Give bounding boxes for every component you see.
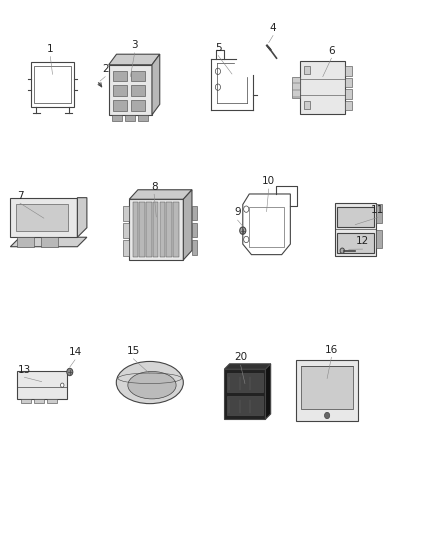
Bar xyxy=(17,237,34,247)
Bar xyxy=(153,202,159,257)
Text: 5: 5 xyxy=(215,43,222,53)
Text: 14: 14 xyxy=(68,347,81,357)
Text: 12: 12 xyxy=(356,237,369,246)
Bar xyxy=(11,198,78,237)
Bar xyxy=(31,62,74,107)
Bar xyxy=(376,204,382,223)
Bar xyxy=(129,199,184,260)
Ellipse shape xyxy=(117,361,184,403)
Bar xyxy=(47,399,57,403)
Bar xyxy=(113,70,127,81)
Polygon shape xyxy=(109,54,160,64)
Bar xyxy=(113,100,127,111)
Circle shape xyxy=(244,236,249,243)
Bar xyxy=(123,240,129,256)
Polygon shape xyxy=(265,364,271,419)
Text: 16: 16 xyxy=(325,344,338,354)
Bar xyxy=(376,230,382,248)
Ellipse shape xyxy=(128,372,176,399)
Text: 7: 7 xyxy=(17,191,23,200)
Bar xyxy=(41,237,58,247)
Bar xyxy=(300,61,346,114)
Bar xyxy=(131,85,145,96)
Text: 3: 3 xyxy=(131,41,138,50)
Text: 4: 4 xyxy=(270,23,276,33)
Polygon shape xyxy=(11,237,87,247)
Bar xyxy=(131,100,145,111)
Bar xyxy=(173,202,179,257)
Bar xyxy=(249,207,284,247)
Circle shape xyxy=(60,383,64,387)
Polygon shape xyxy=(129,190,192,199)
Text: 15: 15 xyxy=(127,346,140,356)
Bar xyxy=(17,372,67,399)
Bar xyxy=(34,399,44,403)
Polygon shape xyxy=(152,54,160,115)
Circle shape xyxy=(67,368,73,376)
Polygon shape xyxy=(78,198,87,237)
Bar xyxy=(133,202,138,257)
Text: 13: 13 xyxy=(18,365,31,375)
Bar xyxy=(109,64,152,115)
Text: 2: 2 xyxy=(102,64,109,74)
Bar xyxy=(292,77,300,98)
Bar xyxy=(226,373,263,392)
Circle shape xyxy=(244,206,249,212)
Text: 9: 9 xyxy=(234,207,241,217)
Bar xyxy=(192,240,197,255)
Bar xyxy=(15,204,68,231)
Bar xyxy=(112,115,122,121)
Bar xyxy=(346,78,353,87)
Bar xyxy=(138,115,148,121)
Bar xyxy=(337,207,374,227)
Bar xyxy=(224,369,265,419)
Bar xyxy=(192,206,197,220)
Bar xyxy=(146,202,152,257)
Bar xyxy=(192,223,197,237)
Bar xyxy=(34,66,71,103)
Text: 20: 20 xyxy=(234,352,247,362)
Bar xyxy=(125,115,134,121)
Bar xyxy=(301,366,353,409)
Polygon shape xyxy=(184,190,192,260)
Bar xyxy=(123,206,129,221)
Bar xyxy=(296,360,358,421)
Bar xyxy=(337,233,374,253)
Circle shape xyxy=(325,413,330,418)
Bar xyxy=(304,66,310,74)
Bar xyxy=(346,90,353,99)
Bar xyxy=(21,399,31,403)
Bar xyxy=(123,223,129,238)
Circle shape xyxy=(340,248,344,253)
Bar xyxy=(113,85,127,96)
Bar xyxy=(304,101,310,109)
Bar xyxy=(160,202,165,257)
Text: 1: 1 xyxy=(47,44,54,54)
Bar xyxy=(335,203,376,256)
Bar xyxy=(166,202,172,257)
Text: 11: 11 xyxy=(371,205,384,215)
Bar xyxy=(346,101,353,110)
Text: 8: 8 xyxy=(151,182,157,191)
Bar xyxy=(346,66,353,76)
Circle shape xyxy=(240,227,246,235)
Text: 10: 10 xyxy=(262,176,276,187)
Polygon shape xyxy=(224,364,271,369)
Bar xyxy=(139,202,145,257)
Bar xyxy=(131,70,145,81)
Text: 6: 6 xyxy=(328,45,335,55)
Bar xyxy=(226,396,263,415)
